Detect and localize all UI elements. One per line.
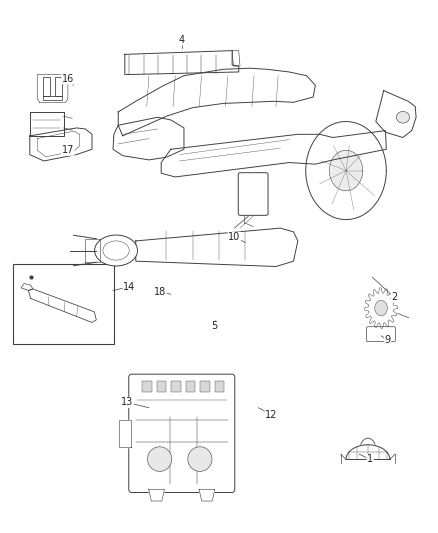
Polygon shape [364, 288, 398, 328]
Text: 13: 13 [121, 398, 133, 407]
Polygon shape [232, 51, 240, 66]
Text: 4: 4 [179, 35, 185, 45]
Polygon shape [21, 284, 33, 290]
Bar [186, 381, 195, 392]
Text: 17: 17 [62, 146, 74, 155]
Polygon shape [306, 122, 386, 220]
Text: 5: 5 [212, 321, 218, 331]
Ellipse shape [95, 235, 138, 266]
Ellipse shape [148, 447, 172, 471]
Ellipse shape [103, 241, 129, 260]
Polygon shape [148, 489, 164, 501]
Bar [171, 381, 181, 392]
Polygon shape [161, 131, 386, 177]
Polygon shape [125, 51, 239, 75]
Ellipse shape [396, 111, 410, 123]
Text: 2: 2 [391, 293, 397, 302]
Bar [142, 381, 152, 392]
Polygon shape [43, 77, 50, 96]
Ellipse shape [188, 447, 212, 471]
Polygon shape [136, 228, 298, 266]
Polygon shape [118, 68, 315, 136]
Bar [157, 381, 166, 392]
FancyBboxPatch shape [367, 327, 396, 342]
Text: 14: 14 [123, 282, 135, 292]
Polygon shape [199, 489, 215, 501]
Polygon shape [43, 96, 62, 100]
Bar [13, 264, 114, 344]
Bar [215, 381, 224, 392]
Polygon shape [376, 91, 416, 138]
Polygon shape [329, 150, 363, 191]
Text: 10: 10 [228, 232, 240, 242]
Polygon shape [119, 420, 131, 447]
Polygon shape [28, 289, 96, 322]
FancyBboxPatch shape [238, 173, 268, 215]
FancyBboxPatch shape [129, 374, 235, 492]
Polygon shape [113, 117, 184, 160]
Text: 16: 16 [62, 74, 74, 84]
Bar [200, 381, 210, 392]
Polygon shape [30, 128, 92, 161]
Text: 12: 12 [265, 410, 278, 419]
Polygon shape [55, 77, 62, 96]
Text: 1: 1 [367, 455, 373, 464]
Polygon shape [346, 445, 390, 459]
Text: 9: 9 [385, 335, 391, 345]
Polygon shape [375, 301, 387, 316]
Polygon shape [85, 239, 100, 262]
Text: 18: 18 [154, 287, 166, 297]
Polygon shape [30, 112, 64, 136]
